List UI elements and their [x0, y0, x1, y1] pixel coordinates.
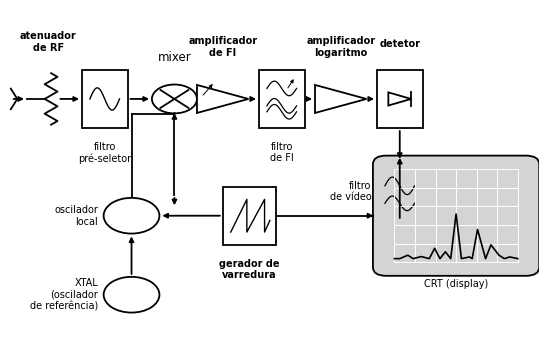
Text: amplificador
logaritmo: amplificador logaritmo [306, 36, 375, 58]
Bar [223, 186, 276, 245]
Text: filtro
pré-seletor: filtro pré-seletor [78, 142, 131, 164]
Polygon shape [197, 85, 248, 113]
Text: XTAL
(oscilador
de referência): XTAL (oscilador de referência) [30, 278, 98, 311]
Polygon shape [389, 92, 411, 105]
FancyBboxPatch shape [373, 156, 539, 276]
Bar [377, 163, 423, 221]
Text: filtro
de FI: filtro de FI [270, 142, 294, 163]
Text: detetor: detetor [379, 39, 420, 49]
Text: mixer: mixer [158, 51, 191, 64]
Circle shape [104, 277, 159, 313]
Text: amplificador
de FI: amplificador de FI [188, 36, 257, 58]
Text: atenuador
de RF: atenuador de RF [20, 31, 77, 53]
Text: filtro
de vídeo: filtro de vídeo [330, 181, 372, 202]
Circle shape [104, 198, 159, 233]
Text: oscilador
local: oscilador local [54, 205, 98, 227]
Polygon shape [315, 85, 366, 113]
Text: gerador de
varredura: gerador de varredura [220, 259, 280, 280]
Text: CRT (display): CRT (display) [424, 279, 488, 289]
Bar [82, 70, 127, 128]
Bar [377, 70, 423, 128]
Circle shape [152, 84, 197, 113]
Bar [259, 70, 305, 128]
